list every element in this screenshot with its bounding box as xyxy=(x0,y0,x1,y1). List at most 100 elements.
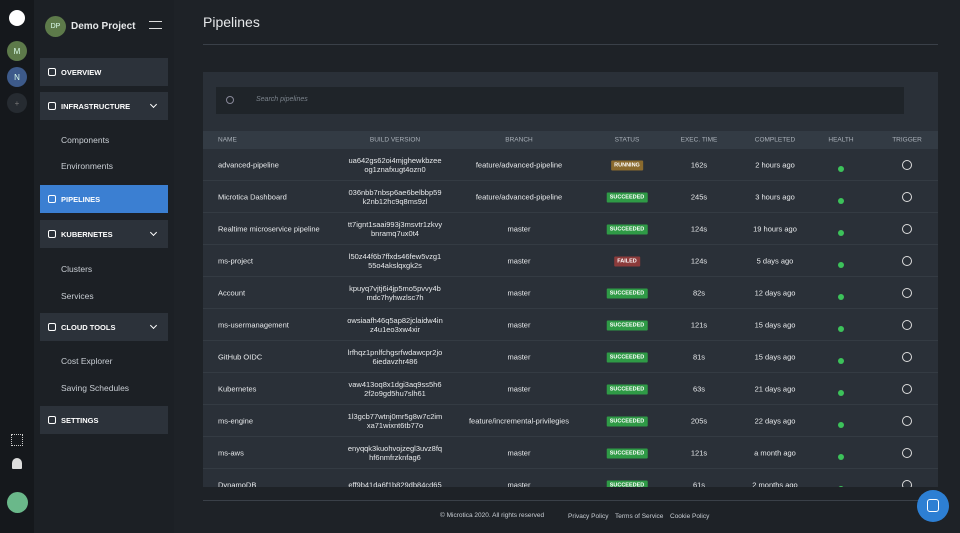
exec-time: 81s xyxy=(692,352,706,362)
health-dot xyxy=(838,390,844,396)
apps-icon[interactable] xyxy=(11,434,23,446)
table-row[interactable] xyxy=(203,213,938,245)
trigger-button[interactable] xyxy=(902,256,912,266)
table-row[interactable] xyxy=(203,437,938,469)
nav-item[interactable]: INFRASTRUCTURE xyxy=(40,92,168,120)
status-badge: SUCCEEDED xyxy=(606,192,648,203)
divider xyxy=(203,44,938,45)
nav-label: SETTINGS xyxy=(61,415,99,425)
exec-time: 245s xyxy=(690,192,708,202)
completed: 21 days ago xyxy=(754,384,796,394)
trigger-button[interactable] xyxy=(902,352,912,362)
trigger-button[interactable] xyxy=(902,320,912,330)
trigger-button[interactable] xyxy=(902,192,912,202)
page-title: Pipelines xyxy=(203,14,260,30)
table-row[interactable] xyxy=(203,277,938,309)
nav-label: KUBERNETES xyxy=(61,229,113,239)
menu-toggle[interactable] xyxy=(149,21,162,29)
nav-item[interactable]: CLOUD TOOLS xyxy=(40,313,168,341)
nav-sub-item[interactable]: Components xyxy=(61,135,110,145)
build-version: ua642gs62oi4mjghewkbzeeog1znafxugt4ozn0 xyxy=(348,156,442,174)
completed: 5 days ago xyxy=(756,256,794,266)
completed: 3 hours ago xyxy=(755,192,795,202)
table-row[interactable] xyxy=(203,341,938,373)
trigger-button[interactable] xyxy=(902,448,912,458)
nav-item[interactable]: OVERVIEW xyxy=(40,58,168,86)
footer-link[interactable]: Cookie Policy xyxy=(670,513,710,520)
branch: feature/advanced-pipeline xyxy=(475,192,563,202)
status-label: SUCCEEDED xyxy=(606,480,648,487)
pipeline-name[interactable]: DynamoDB xyxy=(218,480,257,488)
nav-item[interactable]: SETTINGS xyxy=(40,406,168,434)
copyright: © Microtica 2020. All rights reserved xyxy=(440,512,545,519)
completed: 2 hours ago xyxy=(755,160,795,170)
status-badge: SUCCEEDED xyxy=(606,224,648,235)
branch: master xyxy=(507,256,531,266)
build-version: kpuyq7vjtj6i4jp5mo5pvvy4bmdc7hyhwzlsc7h xyxy=(349,284,441,302)
user-avatar[interactable] xyxy=(7,492,28,513)
project-initials: DP xyxy=(45,16,66,37)
exec-time: 63s xyxy=(692,384,706,394)
pipeline-name[interactable]: Account xyxy=(218,288,246,298)
branch: master xyxy=(507,480,531,488)
completed: 15 days ago xyxy=(754,320,796,330)
exec-time: 124s xyxy=(690,224,708,234)
pipeline-name[interactable]: ms-aws xyxy=(218,448,244,458)
nav-sub-item[interactable]: Cost Explorer xyxy=(61,356,113,366)
trigger-button[interactable] xyxy=(902,416,912,426)
health-dot xyxy=(838,294,844,300)
trigger-button[interactable] xyxy=(902,224,912,234)
status-label: SUCCEEDED xyxy=(606,320,648,331)
nav-sub-item[interactable]: Clusters xyxy=(61,264,93,274)
status-badge: SUCCEEDED xyxy=(606,448,648,459)
branch: master xyxy=(507,448,531,458)
exec-time: 82s xyxy=(692,288,706,298)
build-version: l50z44f6b7ffxds46few5vzg155o4akslqxgk2s xyxy=(348,252,442,270)
nav-sub-item[interactable]: Services xyxy=(61,291,94,301)
nav-sub-item[interactable]: Saving Schedules xyxy=(61,383,130,393)
trigger-button[interactable] xyxy=(902,480,912,487)
table-row[interactable] xyxy=(203,181,938,213)
search-box[interactable]: Search pipelines xyxy=(216,87,904,114)
table-row[interactable] xyxy=(203,245,938,277)
column-header: NAME xyxy=(218,136,237,144)
trigger-button[interactable] xyxy=(902,160,912,170)
footer-link[interactable]: Privacy Policy xyxy=(568,513,609,520)
pipeline-name[interactable]: Microtica Dashboard xyxy=(218,192,287,202)
status-label: SUCCEEDED xyxy=(606,416,648,427)
exec-time: 162s xyxy=(690,160,708,170)
chat-button[interactable] xyxy=(917,490,949,522)
table-row[interactable] xyxy=(203,149,938,181)
add-project[interactable]: + xyxy=(7,93,27,113)
pipeline-name[interactable]: ms-usermanagement xyxy=(218,320,289,330)
table-row[interactable] xyxy=(203,373,938,405)
logo[interactable] xyxy=(9,10,25,26)
table-row[interactable] xyxy=(203,405,938,437)
nav-item[interactable]: KUBERNETES xyxy=(40,220,168,248)
trigger-button[interactable] xyxy=(902,288,912,298)
footer-link[interactable]: Terms of Service xyxy=(615,513,664,520)
nav-label: INFRASTRUCTURE xyxy=(61,101,131,111)
health-dot xyxy=(838,422,844,428)
branch: master xyxy=(507,352,531,362)
pipeline-name[interactable]: ms-engine xyxy=(218,416,254,426)
branch: master xyxy=(507,384,531,394)
table-row[interactable] xyxy=(203,309,938,341)
status-label: RUNNING xyxy=(611,160,643,171)
pipeline-name[interactable]: advanced-pipeline xyxy=(218,160,279,170)
pipeline-name[interactable]: GitHub OIDC xyxy=(218,352,263,362)
nav-item-active[interactable]: PIPELINES xyxy=(40,185,168,213)
icon-rail: M N + xyxy=(0,0,34,533)
notifications-icon[interactable] xyxy=(12,458,22,469)
trigger-button[interactable] xyxy=(902,384,912,394)
avatar[interactable]: N xyxy=(7,67,27,87)
project-name[interactable]: Demo Project xyxy=(71,21,136,32)
nav-sub-item[interactable]: Environments xyxy=(61,161,113,171)
pipeline-name[interactable]: Realtime microservice pipeline xyxy=(218,224,320,234)
column-header: BRANCH xyxy=(505,136,533,144)
avatar[interactable]: M xyxy=(7,41,27,61)
pipeline-name[interactable]: ms-project xyxy=(218,256,254,266)
pipeline-name[interactable]: Kubernetes xyxy=(218,384,257,394)
health-dot xyxy=(838,326,844,332)
